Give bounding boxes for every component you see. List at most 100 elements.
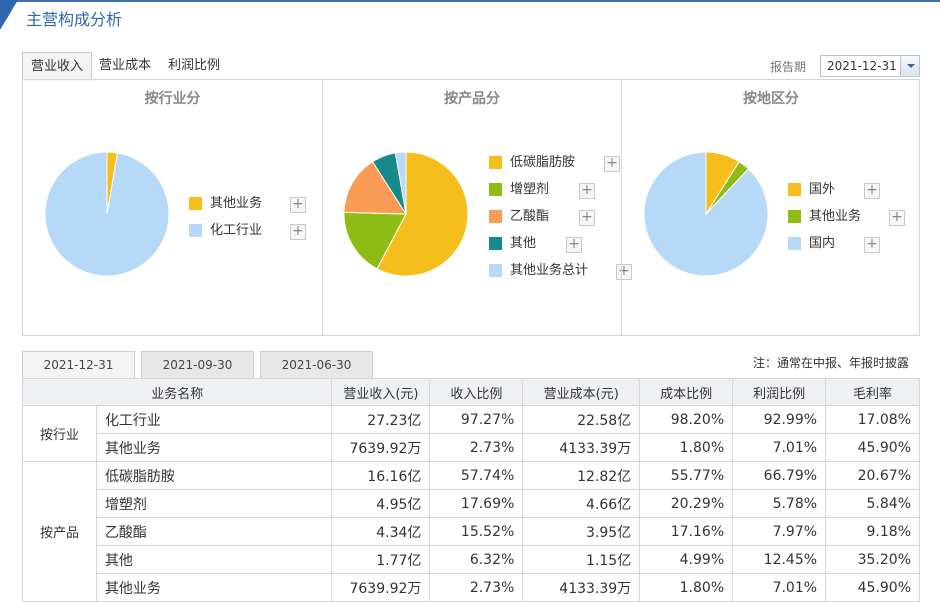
- col-header-revenue-ratio: 收入比例: [429, 378, 524, 406]
- pie-slice[interactable]: [343, 211, 407, 270]
- period-select[interactable]: 2021-12-31: [820, 55, 920, 77]
- legend-label: 其他业务: [809, 209, 862, 224]
- date-tab-2021-06-30[interactable]: 2021-06-30: [260, 351, 373, 378]
- value-cell: 9.18%: [825, 517, 920, 546]
- value-cell: 7.01%: [732, 573, 827, 602]
- value-cell: 57.74%: [429, 461, 524, 490]
- value-cell: 5.84%: [825, 489, 920, 518]
- pie-slice[interactable]: [394, 151, 407, 215]
- legend-label: 国外: [809, 182, 836, 197]
- date-tab-2021-09-30[interactable]: 2021-09-30: [141, 351, 254, 378]
- business-name-cell: 低碳脂肪胺: [95, 461, 333, 490]
- expand-plus-icon[interactable]: +: [889, 210, 905, 226]
- tab-profit-ratio[interactable]: 利润比例: [168, 58, 221, 73]
- pie-chart-region: [643, 151, 769, 277]
- legend-swatch: [489, 237, 502, 250]
- legend-swatch: [489, 183, 502, 196]
- expand-plus-icon[interactable]: +: [566, 237, 582, 253]
- value-cell: 2.73%: [429, 573, 524, 602]
- value-cell: 12.82亿: [522, 461, 641, 490]
- header-corner-accent: [0, 0, 18, 30]
- legend-label: 国内: [809, 236, 836, 251]
- value-cell: 5.78%: [732, 489, 827, 518]
- page-title: 主营构成分析: [26, 10, 123, 29]
- legend-swatch: [788, 210, 801, 223]
- legend-label: 乙酸酯: [510, 209, 550, 224]
- period-label: 报告期: [770, 60, 807, 74]
- table-row: 乙酸酯 4.34亿 15.52% 3.95亿 17.16% 7.97% 9.18%: [23, 517, 920, 546]
- value-cell: 4.95亿: [331, 489, 431, 518]
- value-cell: 1.80%: [639, 573, 734, 602]
- date-tab-2021-12-31[interactable]: 2021-12-31: [22, 351, 135, 379]
- value-cell: 55.77%: [639, 461, 734, 490]
- expand-plus-icon[interactable]: +: [616, 264, 632, 280]
- table-header-row: 业务名称 营业收入(元) 收入比例 营业成本(元) 成本比例 利润比例 毛利率: [21, 378, 920, 406]
- value-cell: 7639.92万: [331, 433, 431, 462]
- value-cell: 4133.39万: [522, 433, 641, 462]
- pie-slice[interactable]: [44, 151, 170, 277]
- panel-title: 按产品分: [444, 91, 500, 107]
- table-row: 按产品 低碳脂肪胺 16.16亿 57.74% 12.82亿 55.77% 66.79% 20…: [22, 461, 920, 602]
- expand-plus-icon[interactable]: +: [290, 224, 306, 240]
- legend-swatch: [189, 224, 202, 237]
- legend-swatch: [489, 210, 502, 223]
- business-name-cell: 化工行业: [95, 405, 333, 434]
- value-cell: 1.80%: [639, 433, 734, 462]
- chevron-down-icon[interactable]: [900, 56, 919, 76]
- expand-plus-icon[interactable]: +: [604, 156, 620, 172]
- value-cell: 4.34亿: [331, 517, 431, 546]
- business-name-cell: 其他: [95, 545, 333, 574]
- legend-swatch: [489, 264, 502, 277]
- value-cell: 4133.39万: [522, 573, 641, 602]
- panel-by-industry: 按行业分 其他业务 + 化工行业 +: [23, 80, 322, 335]
- group-label: 按行业: [22, 405, 97, 462]
- value-cell: 12.45%: [732, 545, 827, 574]
- expand-plus-icon[interactable]: +: [864, 183, 880, 199]
- value-cell: 1.15亿: [522, 545, 641, 574]
- tab-cost[interactable]: 营业成本: [99, 58, 152, 73]
- value-cell: 22.58亿: [522, 405, 641, 434]
- value-cell: 6.32%: [429, 545, 524, 574]
- pie-slice[interactable]: [643, 151, 769, 277]
- col-header-cost: 营业成本(元): [522, 378, 641, 406]
- value-cell: 92.99%: [732, 405, 827, 434]
- panel-title: 按行业分: [144, 91, 201, 107]
- panel-by-region: 按地区分 国外 + 其他业务 + 国内 +: [621, 80, 920, 335]
- value-cell: 20.67%: [825, 461, 920, 490]
- tab-revenue[interactable]: 营业收入: [22, 52, 93, 81]
- table-row: 增塑剂 4.95亿 17.69% 4.66亿 20.29% 5.78% 5.84%: [23, 489, 920, 518]
- legend-label: 其他: [510, 236, 537, 251]
- pie-slice[interactable]: [376, 151, 469, 277]
- expand-plus-icon[interactable]: +: [579, 183, 595, 199]
- expand-plus-icon[interactable]: +: [579, 210, 595, 226]
- value-cell: 3.95亿: [522, 517, 641, 546]
- value-cell: 7.01%: [732, 433, 827, 462]
- value-cell: 4.66亿: [522, 489, 641, 518]
- value-cell: 7.97%: [732, 517, 827, 546]
- value-cell: 15.52%: [429, 517, 524, 546]
- value-cell: 35.20%: [825, 545, 920, 574]
- pie-slice[interactable]: [343, 161, 407, 215]
- legend-swatch: [788, 183, 801, 196]
- legend-swatch: [788, 237, 801, 250]
- section-header: 主营构成分析: [0, 0, 940, 34]
- value-cell: 97.27%: [429, 405, 524, 434]
- business-name-cell: 乙酸酯: [95, 517, 333, 546]
- table-row: 其他业务 7639.92万 2.73% 4133.39万 1.80% 7.01% 45.90…: [23, 433, 920, 462]
- business-name-cell: 增塑剂: [95, 489, 333, 518]
- legend-label: 其他业务总计: [510, 263, 589, 278]
- expand-plus-icon[interactable]: +: [290, 197, 306, 213]
- legend-label: 化工行业: [210, 223, 263, 238]
- disclosure-note: 注：通常在中报、年报时披露: [753, 356, 910, 370]
- col-header-profit-ratio: 利润比例: [732, 378, 827, 406]
- value-cell: 4.99%: [639, 545, 734, 574]
- value-cell: 20.29%: [639, 489, 734, 518]
- header-top-line: [0, 0, 940, 2]
- expand-plus-icon[interactable]: +: [864, 237, 880, 253]
- value-cell: 17.08%: [825, 405, 920, 434]
- value-cell: 45.90%: [825, 433, 920, 462]
- business-name-cell: 其他业务: [95, 573, 333, 602]
- table-row: 其他业务 7639.92万 2.73% 4133.39万 1.80% 7.01% 45.90…: [23, 573, 920, 602]
- col-header-revenue: 营业收入(元): [331, 378, 431, 406]
- chart-panels: 按行业分 其他业务 + 化工行业 + 按产品分 低碳脂肪胺 + 增塑剂 + 乙酸酯 + 其他 + 其他…: [22, 80, 920, 336]
